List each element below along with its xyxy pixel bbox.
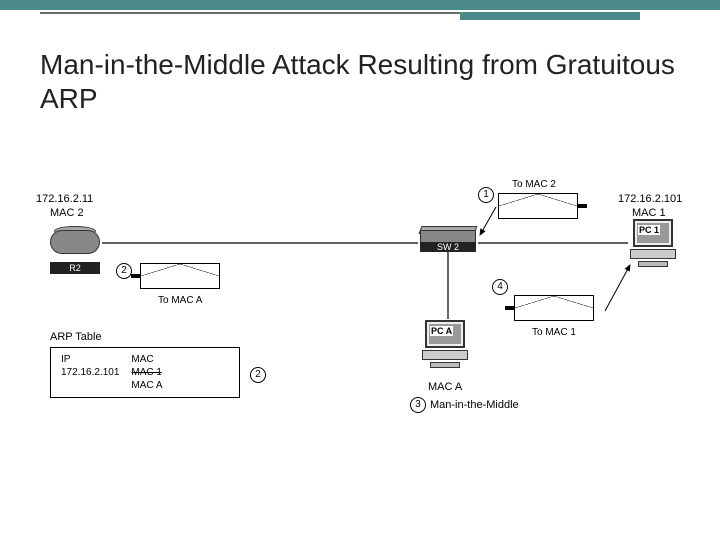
arp-row1-ip: 172.16.2.101 <box>61 367 129 378</box>
slide-accent <box>460 12 640 20</box>
step-badge-3: 3 <box>410 397 426 413</box>
pc-a: PC A <box>422 320 468 370</box>
step-badge-1: 1 <box>478 187 494 203</box>
r2-mac-label: MAC 2 <box>50 207 84 219</box>
arp-col-ip: IP <box>61 354 129 365</box>
arp-row2-mac: MAC A <box>131 380 172 391</box>
router-r2: R2 <box>50 230 100 260</box>
arp-row1-mac-old: MAC 1 <box>131 367 162 378</box>
packet4-label: To MAC 1 <box>532 327 576 338</box>
pc1-ip-label: 172.16.2.101 <box>618 193 682 205</box>
pc1-mac-label: MAC 1 <box>632 207 666 219</box>
pc-1: PC 1 <box>630 219 676 269</box>
packet2-label: To MAC A <box>158 295 202 306</box>
r2-ip-label: 172.16.2.11 <box>36 193 93 205</box>
switch-sw2: SW 2 <box>420 230 476 250</box>
arp-col-mac: MAC <box>131 354 172 365</box>
packet2-envelope <box>140 263 220 289</box>
pca-note: Man-in-the-Middle <box>430 399 519 411</box>
slide-topbar <box>0 0 720 10</box>
arp-table: IP MAC 172.16.2.101 MAC 1 MAC A <box>50 347 240 398</box>
switch-sw2-label: SW 2 <box>420 242 476 252</box>
pc1-label: PC 1 <box>638 225 660 235</box>
pca-label: PC A <box>430 326 453 336</box>
step-badge-2b: 2 <box>250 367 266 383</box>
packet1-envelope <box>498 193 578 219</box>
pca-mac-label: MAC A <box>428 381 462 393</box>
arp-table-title: ARP Table <box>50 331 102 343</box>
diagram-stage: 172.16.2.11 MAC 2 R2 SW 2 172.16.2.101 M… <box>30 155 690 465</box>
packet4-envelope <box>514 295 594 321</box>
slide-title: Man-in-the-Middle Attack Resulting from … <box>40 48 720 115</box>
router-r2-label: R2 <box>50 262 100 274</box>
step-badge-2a: 2 <box>116 263 132 279</box>
step-badge-4: 4 <box>492 279 508 295</box>
packet1-label: To MAC 2 <box>512 179 556 190</box>
